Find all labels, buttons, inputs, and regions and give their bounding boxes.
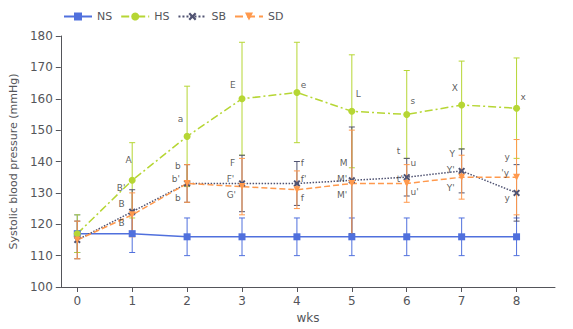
svg-text:B': B' xyxy=(117,183,126,193)
svg-text:M': M' xyxy=(337,174,347,184)
svg-text:120: 120 xyxy=(30,217,53,231)
svg-text:wks: wks xyxy=(296,311,319,325)
svg-text:6: 6 xyxy=(403,294,411,308)
svg-text:X: X xyxy=(452,83,458,93)
svg-text:A: A xyxy=(126,155,133,165)
svg-text:t': t' xyxy=(397,174,403,184)
svg-text:170: 170 xyxy=(30,60,53,74)
svg-text:7: 7 xyxy=(458,294,466,308)
svg-text:B: B xyxy=(118,218,124,228)
svg-text:b: b xyxy=(175,193,181,203)
svg-text:t: t xyxy=(397,146,401,156)
svg-text:180: 180 xyxy=(30,29,53,43)
svg-text:B: B xyxy=(118,199,124,209)
svg-text:SD: SD xyxy=(268,10,283,23)
svg-text:140: 140 xyxy=(30,155,53,169)
svg-text:E: E xyxy=(230,80,236,90)
svg-text:1: 1 xyxy=(128,294,136,308)
svg-text:b: b xyxy=(175,161,181,171)
svg-text:4: 4 xyxy=(293,294,301,308)
svg-text:Y: Y xyxy=(449,149,456,159)
svg-text:160: 160 xyxy=(30,92,53,106)
svg-text:f: f xyxy=(301,158,305,168)
svg-text:y: y xyxy=(504,152,510,162)
svg-text:SB: SB xyxy=(211,10,226,23)
svg-text:Y': Y' xyxy=(446,183,455,193)
svg-text:M': M' xyxy=(337,190,347,200)
svg-text:3: 3 xyxy=(238,294,246,308)
svg-text:y: y xyxy=(504,193,510,203)
svg-text:a: a xyxy=(178,114,184,124)
svg-text:100: 100 xyxy=(30,280,53,294)
svg-text:f': f' xyxy=(301,174,307,184)
svg-text:F': F' xyxy=(227,174,235,184)
svg-text:NS: NS xyxy=(97,10,112,23)
svg-text:'y: 'y xyxy=(501,168,509,178)
svg-text:b': b' xyxy=(172,174,180,184)
svg-text:x: x xyxy=(520,92,526,102)
svg-text:Systolic blood pressure (mmHg): Systolic blood pressure (mmHg) xyxy=(7,73,20,249)
svg-text:F: F xyxy=(230,158,235,168)
svg-text:2: 2 xyxy=(183,294,191,308)
svg-text:u': u' xyxy=(411,187,419,197)
svg-text:Y': Y' xyxy=(446,165,455,175)
svg-text:HS: HS xyxy=(154,10,169,23)
svg-text:130: 130 xyxy=(30,186,53,200)
svg-text:s: s xyxy=(411,96,416,106)
svg-text:110: 110 xyxy=(30,249,53,263)
svg-text:G': G' xyxy=(227,190,236,200)
svg-text:L: L xyxy=(356,89,361,99)
svg-text:0: 0 xyxy=(73,294,81,308)
svg-text:M: M xyxy=(340,158,348,168)
svg-text:u: u xyxy=(411,158,417,168)
svg-text:5: 5 xyxy=(348,294,356,308)
svg-text:8: 8 xyxy=(513,294,521,308)
svg-text:e: e xyxy=(301,80,307,90)
svg-text:f: f xyxy=(301,193,305,203)
svg-text:150: 150 xyxy=(30,123,53,137)
